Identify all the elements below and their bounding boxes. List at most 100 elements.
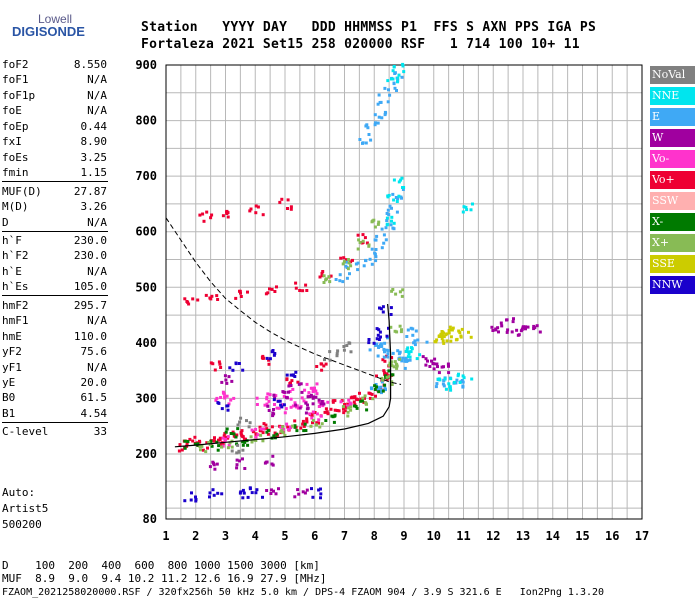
data-point: [421, 355, 425, 359]
data-point: [349, 408, 353, 412]
data-point: [391, 288, 395, 291]
legend-item: NNW: [650, 276, 695, 294]
data-point: [447, 382, 451, 386]
data-point: [247, 425, 251, 429]
data-point: [437, 371, 441, 375]
data-point: [314, 423, 318, 427]
data-point: [311, 419, 315, 422]
data-point: [375, 234, 379, 238]
data-point: [241, 440, 245, 444]
data-point: [303, 491, 307, 495]
data-point: [392, 365, 396, 369]
data-point: [216, 491, 220, 495]
data-point: [186, 300, 190, 304]
data-point: [386, 100, 390, 104]
data-point: [378, 101, 382, 104]
data-point: [289, 381, 292, 385]
data-point: [326, 412, 330, 416]
param-label: yF1: [2, 360, 22, 374]
data-point: [285, 422, 289, 426]
y-tick-label: 900: [135, 58, 157, 72]
data-point: [408, 355, 412, 359]
data-point: [255, 488, 259, 492]
data-point: [305, 289, 309, 292]
data-point: [272, 393, 276, 397]
data-point: [400, 75, 404, 79]
data-point: [337, 409, 341, 413]
data-point: [235, 451, 239, 455]
data-point: [308, 412, 312, 416]
data-point: [349, 350, 353, 354]
data-point: [312, 395, 315, 399]
data-point: [374, 343, 377, 347]
data-point: [239, 416, 243, 420]
data-point: [178, 443, 182, 447]
data-point: [374, 121, 377, 125]
data-point: [284, 407, 288, 411]
data-point: [339, 256, 343, 260]
data-point: [255, 403, 259, 406]
data-point: [297, 492, 301, 496]
data-point: [391, 69, 395, 73]
data-point: [274, 394, 278, 398]
data-point: [361, 141, 365, 145]
data-point: [398, 290, 402, 294]
data-point: [355, 406, 359, 410]
data-point: [306, 395, 310, 399]
data-point: [396, 197, 400, 201]
data-point: [380, 246, 384, 250]
data-point: [304, 411, 308, 415]
data-point: [265, 356, 269, 360]
data-point: [231, 430, 235, 434]
data-point: [226, 215, 230, 219]
data-point: [441, 382, 445, 386]
data-point: [266, 432, 270, 436]
data-point: [381, 310, 385, 314]
data-point: [448, 385, 452, 389]
data-point: [367, 133, 371, 136]
data-point: [239, 295, 243, 298]
data-point: [367, 338, 371, 341]
auto-label: Auto:: [2, 486, 36, 499]
data-point: [265, 395, 269, 399]
data-point: [282, 403, 286, 407]
y-tick-label: 500: [135, 280, 157, 294]
param-label: M(D): [2, 200, 29, 214]
data-point: [361, 239, 365, 243]
data-point: [289, 397, 293, 401]
data-point: [289, 384, 293, 387]
data-point: [225, 404, 229, 408]
data-point: [324, 407, 328, 411]
data-point: [318, 275, 322, 279]
data-point: [261, 213, 265, 217]
data-point: [348, 272, 351, 276]
data-point: [219, 442, 223, 446]
x-tick-label: 10: [427, 529, 441, 543]
data-point: [269, 492, 273, 495]
data-point: [445, 332, 449, 336]
data-point: [382, 347, 386, 351]
data-point: [383, 113, 387, 117]
data-point: [225, 427, 229, 431]
data-point: [449, 335, 453, 339]
param-label: C-level: [2, 425, 49, 439]
data-point: [364, 124, 368, 128]
profile-curve: [174, 303, 392, 448]
data-point: [535, 324, 539, 328]
data-point: [227, 375, 231, 379]
data-point: [387, 88, 390, 92]
param-label: yE: [2, 376, 16, 389]
data-point: [512, 317, 515, 321]
param-value: N/A: [87, 73, 107, 87]
data-point: [405, 348, 409, 352]
param-value: N/A: [87, 88, 107, 102]
data-point: [217, 438, 220, 442]
data-point: [349, 264, 353, 268]
data-point: [395, 89, 398, 92]
data-point: [363, 396, 366, 400]
data-point: [366, 126, 370, 130]
data-point: [301, 490, 305, 494]
legend-item: Vo-: [650, 150, 695, 168]
data-point: [196, 298, 200, 302]
data-point: [406, 355, 410, 359]
